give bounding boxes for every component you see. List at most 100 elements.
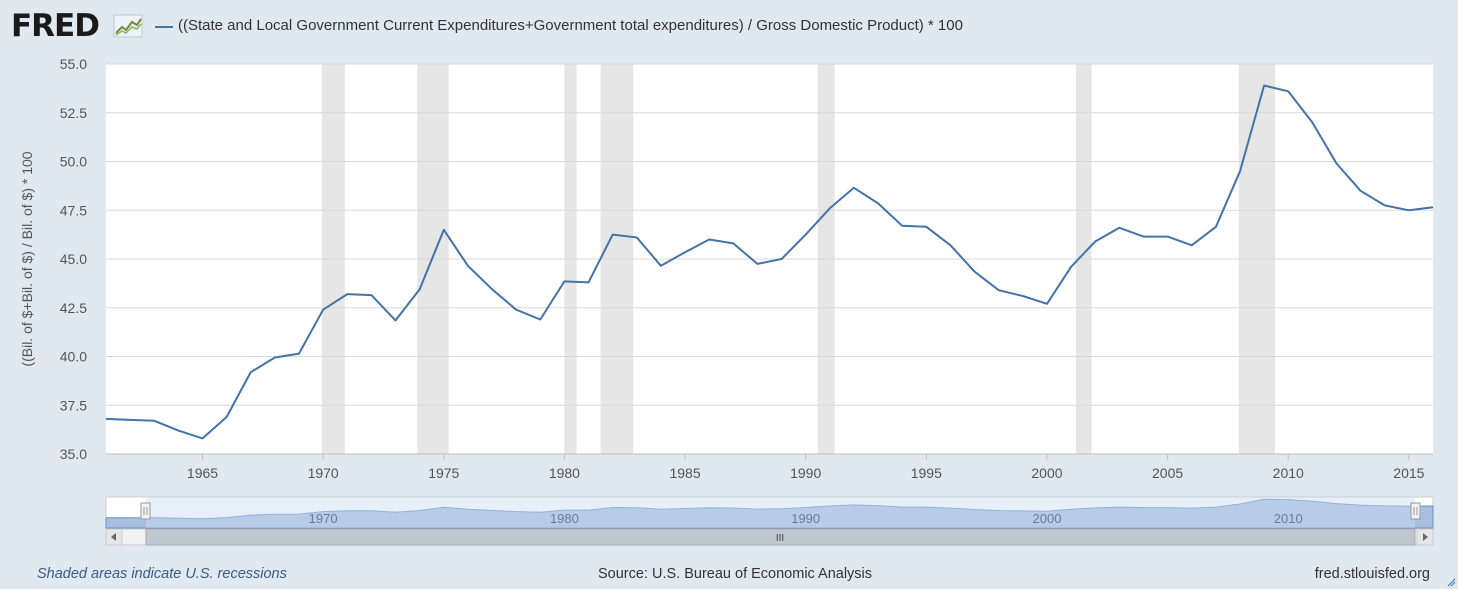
x-tick-label: 1995 [911,465,942,481]
data-point-2009 [1262,84,1266,88]
data-point-1984 [659,264,663,268]
data-point-2004 [1142,235,1146,239]
data-point-1970 [321,308,325,312]
data-point-1979 [538,318,542,322]
scroll-left-arrow-icon [111,533,116,541]
y-tick-label: 42.5 [60,300,87,316]
navigator[interactable]: 1970 1980 1990 2000 2010 [105,496,1434,529]
source-note: Source: U.S. Bureau of Economic Analysis [598,566,873,582]
data-point-1983 [635,236,639,240]
data-point-1973 [394,318,398,322]
y-tick-label: 40.0 [60,349,87,365]
x-tick-label: 1985 [669,465,700,481]
y-axis-label: ((Bil. of $+Bil. of $) / Bil. of $) * 10… [19,151,35,366]
data-point-2001 [1069,265,1073,269]
data-point-2006 [1190,243,1194,247]
data-point-2003 [1117,226,1121,230]
y-tick-label: 47.5 [60,202,87,218]
data-point-1998 [997,288,1001,292]
x-axis-ticks: 1965 1970 1975 1980 1985 1990 1995 2000 2005 2010… [187,454,1425,481]
data-point-1997 [973,270,977,274]
x-tick-label: 2015 [1393,465,1424,481]
data-point-1964 [176,429,180,433]
navigator-labels: 1970 1980 1990 2000 2010 [309,511,1303,526]
data-point-1993 [876,201,880,205]
x-tick-label: 1965 [187,465,218,481]
y-tick-label: 37.5 [60,397,87,413]
x-tick-label: 1980 [549,465,580,481]
data-point-2005 [1166,235,1170,239]
data-point-1992 [852,186,856,190]
navigator-label: 1990 [791,511,820,526]
data-point-1999 [1021,294,1025,298]
data-point-1985 [683,250,687,254]
y-axis-ticks: 35.0 37.5 40.0 42.5 45.0 47.5 50.0 52.5 55.0 [60,56,87,462]
data-point-1961 [104,417,108,421]
chart-header: FRED ((State and Local Government Curren… [0,0,1458,56]
data-point-2016 [1431,205,1435,209]
legend-series-label[interactable]: ((State and Local Government Current Exp… [178,17,963,34]
data-point-1978 [514,308,518,312]
data-point-1968 [273,356,277,360]
data-point-1980 [562,279,566,283]
resize-handle-icon[interactable] [1446,577,1456,587]
data-point-1977 [490,287,494,291]
data-point-2000 [1045,302,1049,306]
data-point-1969 [297,352,301,356]
scrollbar-thumb[interactable] [145,528,1416,546]
data-point-1986 [707,238,711,242]
x-tick-label: 2010 [1273,465,1304,481]
data-point-1971 [345,292,349,296]
data-point-1981 [587,280,591,284]
data-point-1988 [755,262,759,266]
navigator-label: 1970 [309,511,338,526]
data-point-1982 [611,233,615,237]
y-tick-label: 50.0 [60,154,87,170]
data-point-2015 [1407,208,1411,212]
data-point-1976 [466,264,470,268]
data-point-2013 [1359,189,1363,193]
y-tick-label: 45.0 [60,251,87,267]
navigator-left-handle[interactable] [140,502,151,520]
data-point-1965 [201,436,205,440]
navigator-selection[interactable] [146,497,1415,528]
data-point-1962 [128,418,132,422]
data-point-1996 [949,243,953,247]
data-point-2011 [1310,121,1314,125]
scrollbar[interactable]: III [105,528,1434,546]
data-point-2002 [1093,240,1097,244]
legend-line-swatch [155,26,173,28]
data-point-2007 [1214,225,1218,229]
data-point-1963 [152,419,156,423]
fred-link[interactable]: fred.stlouisfed.org [1314,566,1430,582]
x-tick-label: 1990 [790,465,821,481]
data-point-1991 [828,206,832,210]
data-point-2010 [1286,89,1290,93]
data-point-1990 [804,233,808,237]
data-point-2008 [1238,169,1242,173]
y-tick-label: 55.0 [60,56,87,72]
x-tick-label: 2000 [1031,465,1062,481]
data-point-1987 [731,241,735,245]
data-point-1994 [900,224,904,228]
data-point-1975 [442,228,446,232]
navigator-right-handle[interactable] [1410,502,1421,520]
navigator-area [105,498,1434,529]
scroll-right-arrow-icon [1423,533,1428,541]
data-point-1974 [418,287,422,291]
chart-trend-icon [113,14,143,38]
scroll-grip: III [776,533,784,544]
data-point-1966 [225,415,229,419]
data-point-2014 [1383,203,1387,207]
fred-logo[interactable]: FRED [11,8,100,44]
data-point-1989 [780,257,784,261]
data-point-1972 [369,293,373,297]
navigator-label: 1980 [550,511,579,526]
x-tick-label: 1970 [308,465,339,481]
navigator-label: 2010 [1274,511,1303,526]
navigator-label: 2000 [1033,511,1062,526]
data-point-1995 [924,225,928,229]
series-line[interactable] [105,84,1434,440]
x-tick-label: 1975 [428,465,459,481]
